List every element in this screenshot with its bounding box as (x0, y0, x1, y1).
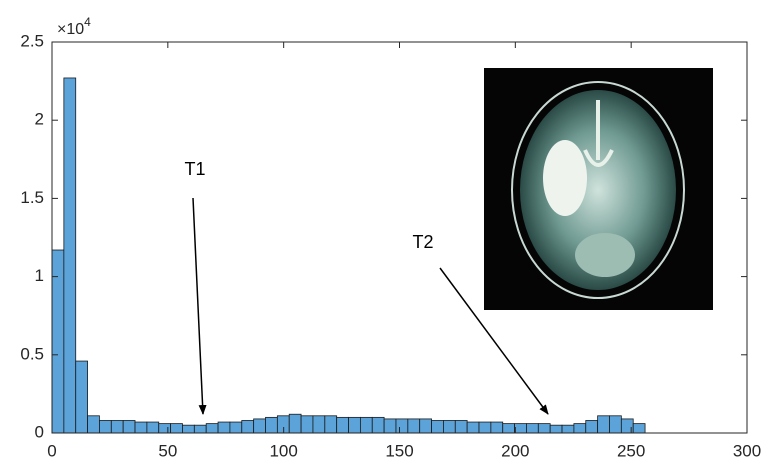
x-tick-label: 0 (47, 441, 56, 460)
bar (384, 419, 396, 433)
lesion (543, 140, 587, 216)
bar (135, 422, 147, 433)
bar (420, 419, 432, 433)
inset-image (484, 68, 713, 310)
bar (230, 422, 242, 433)
bar (194, 425, 206, 433)
bar (633, 424, 645, 433)
bar (206, 424, 218, 433)
annotation: T1 (184, 159, 205, 179)
bar (52, 250, 64, 433)
bar (337, 417, 349, 433)
bar (372, 417, 384, 433)
bar (396, 419, 408, 433)
x-tick-label: 250 (617, 441, 645, 460)
x-tick-label: 100 (269, 441, 297, 460)
bar (88, 416, 100, 433)
x-tick-label: 50 (158, 441, 177, 460)
bar (479, 422, 491, 433)
bar (349, 417, 361, 433)
bar (550, 425, 562, 433)
annotation-arrow (193, 198, 203, 414)
bar (64, 78, 76, 433)
bar (182, 425, 194, 433)
bar (76, 361, 88, 433)
bar (266, 417, 278, 433)
bar (218, 422, 230, 433)
y-tick-label: 1 (35, 266, 44, 285)
cerebellum (575, 233, 635, 277)
bar (455, 420, 467, 433)
bar (432, 420, 444, 433)
y-tick-label: 0.5 (20, 344, 44, 363)
y-tick-label: 0 (35, 422, 44, 441)
annotation: T2 (412, 232, 433, 252)
bar (503, 424, 515, 433)
multiplier-base: ×10 (57, 21, 84, 38)
bar (609, 416, 621, 433)
bar (586, 420, 598, 433)
bar (408, 419, 420, 433)
bar (467, 422, 479, 433)
bar (159, 424, 171, 433)
bar (491, 422, 503, 433)
y-tick-label: 2.5 (20, 31, 44, 50)
bar (538, 424, 550, 433)
bar (123, 420, 135, 433)
bar (360, 417, 372, 433)
bar (574, 424, 586, 433)
x-tick-label: 200 (501, 441, 529, 460)
bar (171, 424, 183, 433)
page: 0 0.5 1 1.5 2 2.5 0 50 100 150 200 250 300 T1 T2 ×10… (0, 0, 772, 470)
bar (147, 422, 159, 433)
y-tick-label: 1.5 (20, 188, 44, 207)
y-tick-label: 2 (35, 110, 44, 129)
bar (313, 416, 325, 433)
bar (242, 420, 254, 433)
bar (562, 425, 574, 433)
bar (598, 416, 610, 433)
bar (99, 420, 111, 433)
bar (111, 420, 123, 433)
bar (443, 420, 455, 433)
bar (526, 424, 538, 433)
x-tick-label: 150 (385, 441, 413, 460)
chart: 0 0.5 1 1.5 2 2.5 0 50 100 150 200 250 300 T1 T2 ×10… (0, 0, 772, 470)
bar (254, 419, 266, 433)
multiplier-exponent: 4 (84, 15, 91, 29)
bar (289, 414, 301, 433)
x-tick-label: 300 (733, 441, 761, 460)
bar (325, 416, 337, 433)
bar (515, 424, 527, 433)
y-multiplier: ×104 (57, 15, 91, 38)
bar (301, 416, 313, 433)
